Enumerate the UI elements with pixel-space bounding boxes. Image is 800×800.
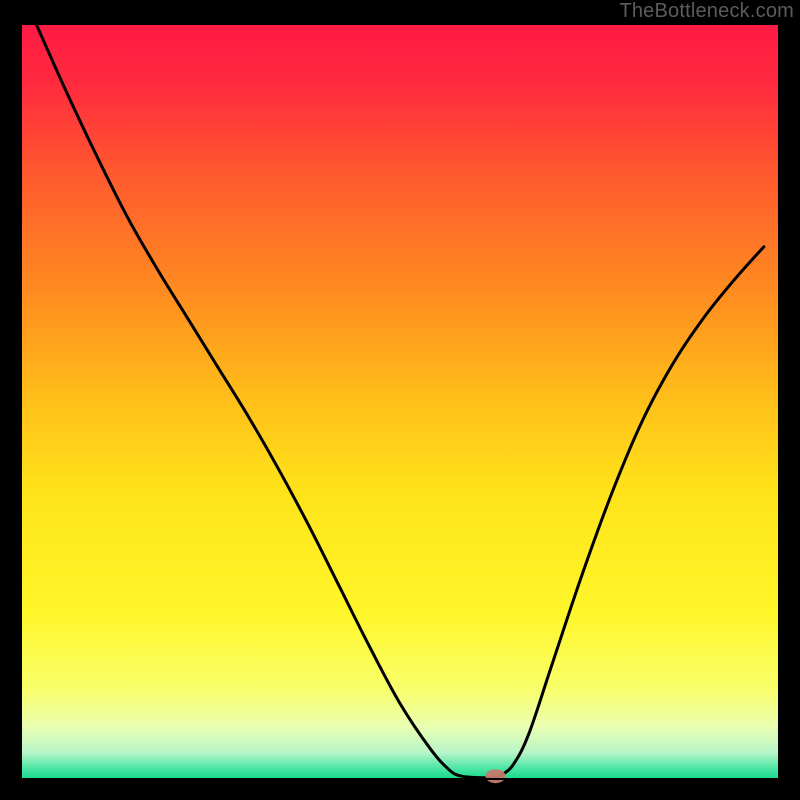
chart-container: TheBottleneck.com bbox=[0, 0, 800, 800]
plot-svg bbox=[0, 0, 800, 800]
gradient-background bbox=[21, 24, 779, 779]
optimum-marker bbox=[486, 769, 506, 783]
watermark-text: TheBottleneck.com bbox=[619, 0, 794, 23]
